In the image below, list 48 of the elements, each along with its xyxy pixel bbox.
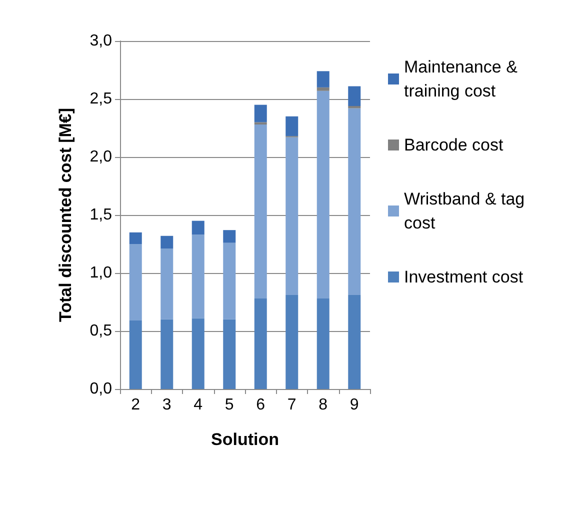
bar <box>348 106 361 108</box>
x-tick-label: 6 <box>256 396 266 414</box>
bar <box>286 295 298 389</box>
legend-label: Barcode cost <box>404 136 504 154</box>
bar <box>254 104 267 122</box>
y-axis-title: Total discounted cost [M€] <box>56 108 75 322</box>
bar <box>254 124 267 299</box>
x-tick-label: 4 <box>194 396 203 414</box>
y-tick-label: 1,0 <box>90 264 112 282</box>
bar <box>316 71 330 88</box>
y-tick-label: 0,5 <box>90 322 112 340</box>
bar <box>192 234 204 318</box>
bar <box>316 90 330 299</box>
bar <box>223 319 236 389</box>
legend-label: Wristband & tag cost <box>404 190 530 232</box>
y-tick-label: 0,0 <box>90 380 112 398</box>
y-tick-label: 2,5 <box>90 90 112 108</box>
x-tick-label: 5 <box>224 396 234 414</box>
legend-label: Maintenance & training cost <box>404 58 522 100</box>
bar <box>316 87 330 91</box>
bar <box>160 319 174 389</box>
bar <box>286 116 298 136</box>
x-tick-label: 8 <box>318 396 328 414</box>
bar <box>223 242 236 320</box>
bar <box>129 320 142 389</box>
legend-label: Investment cost <box>404 268 524 286</box>
bar <box>192 220 204 235</box>
bar <box>286 137 298 296</box>
y-tick-label: 3,0 <box>90 32 112 50</box>
bar <box>160 236 174 249</box>
y-tick-label: 1,5 <box>90 206 112 224</box>
bar <box>348 108 361 296</box>
y-tick-label: 2,0 <box>90 148 112 166</box>
bar <box>129 244 142 321</box>
bar <box>192 318 204 389</box>
bar <box>348 295 361 389</box>
x-axis-title: Solution <box>211 430 279 449</box>
x-tick-label: 9 <box>350 396 359 414</box>
bar <box>223 230 236 243</box>
bar <box>129 232 142 244</box>
x-tick-label: 3 <box>162 396 172 414</box>
bar <box>348 86 361 106</box>
x-tick-label: 2 <box>131 396 140 414</box>
bar <box>254 298 267 389</box>
x-tick-label: 7 <box>287 396 296 414</box>
bar <box>316 298 330 389</box>
bar <box>160 248 174 320</box>
bar <box>254 122 267 125</box>
